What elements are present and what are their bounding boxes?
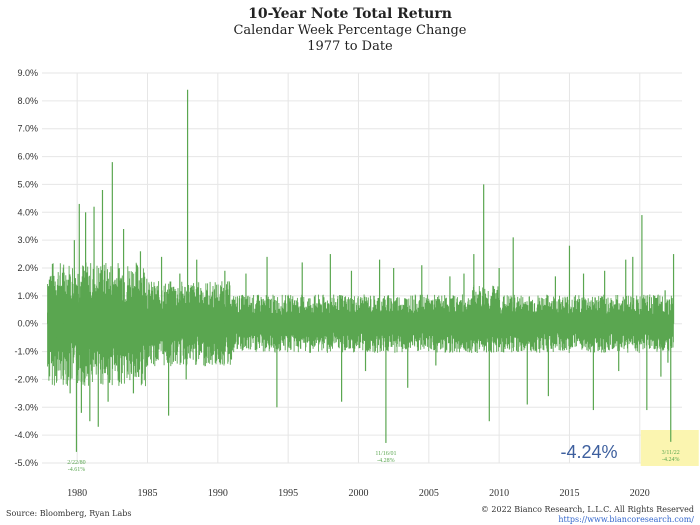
y-tick-label: -1.0%	[14, 347, 38, 357]
x-tick-label: 1985	[137, 488, 157, 499]
website-link[interactable]: https://www.biancoresearch.com/	[558, 515, 694, 524]
annotation-value: -4.28%	[377, 458, 395, 464]
highlight-box	[640, 430, 699, 466]
y-tick-label: 0.0%	[17, 319, 38, 329]
y-tick-label: -3.0%	[14, 402, 38, 412]
y-tick-label: -5.0%	[14, 458, 38, 468]
y-tick-label: 9.0%	[17, 68, 38, 78]
chart-subtitle: Calendar Week Percentage Change	[233, 23, 467, 38]
latest-callout: -4.24%	[560, 442, 617, 462]
x-tick-label: 1980	[67, 488, 87, 499]
y-tick-label: 5.0%	[17, 179, 38, 189]
y-tick-label: -2.0%	[14, 374, 38, 384]
copyright-note: © 2022 Bianco Research, L.L.C. All Right…	[480, 505, 694, 514]
weekly-noise-band	[47, 262, 674, 387]
annotation-date: 11/16/01	[375, 451, 396, 457]
y-tick-label: 8.0%	[17, 96, 38, 106]
x-tick-label: 2000	[348, 488, 368, 499]
y-tick-label: -4.0%	[14, 430, 38, 440]
annotation-value: -4.61%	[68, 467, 86, 473]
footer-credits: © 2022 Bianco Research, L.L.C. All Right…	[481, 505, 694, 525]
x-tick-label: 1995	[278, 488, 298, 499]
chart-date-range: 1977 to Date	[307, 39, 393, 54]
x-tick-label: 1990	[208, 488, 228, 499]
chart-title: 10-Year Note Total Return	[248, 6, 452, 22]
noise-path	[47, 262, 674, 387]
x-tick-label: 2005	[419, 488, 439, 499]
annotation-value: -4.24%	[662, 457, 680, 463]
y-tick-label: 1.0%	[17, 291, 38, 301]
chart-titles: 10-Year Note Total Return Calendar Week …	[0, 6, 700, 55]
y-tick-label: 2.0%	[17, 263, 38, 273]
source-note: Source: Bloomberg, Ryan Labs	[6, 509, 132, 518]
x-tick-label: 2010	[489, 488, 509, 499]
x-tick-label: 2020	[630, 488, 650, 499]
annotation-date: 3/11/22	[662, 450, 680, 456]
annotation-date: 2/22/80	[67, 460, 85, 466]
y-tick-label: 4.0%	[17, 207, 38, 217]
y-tick-label: 3.0%	[17, 235, 38, 245]
y-tick-label: 7.0%	[17, 124, 38, 134]
x-tick-label: 2015	[559, 488, 579, 499]
y-tick-label: 6.0%	[17, 152, 38, 162]
